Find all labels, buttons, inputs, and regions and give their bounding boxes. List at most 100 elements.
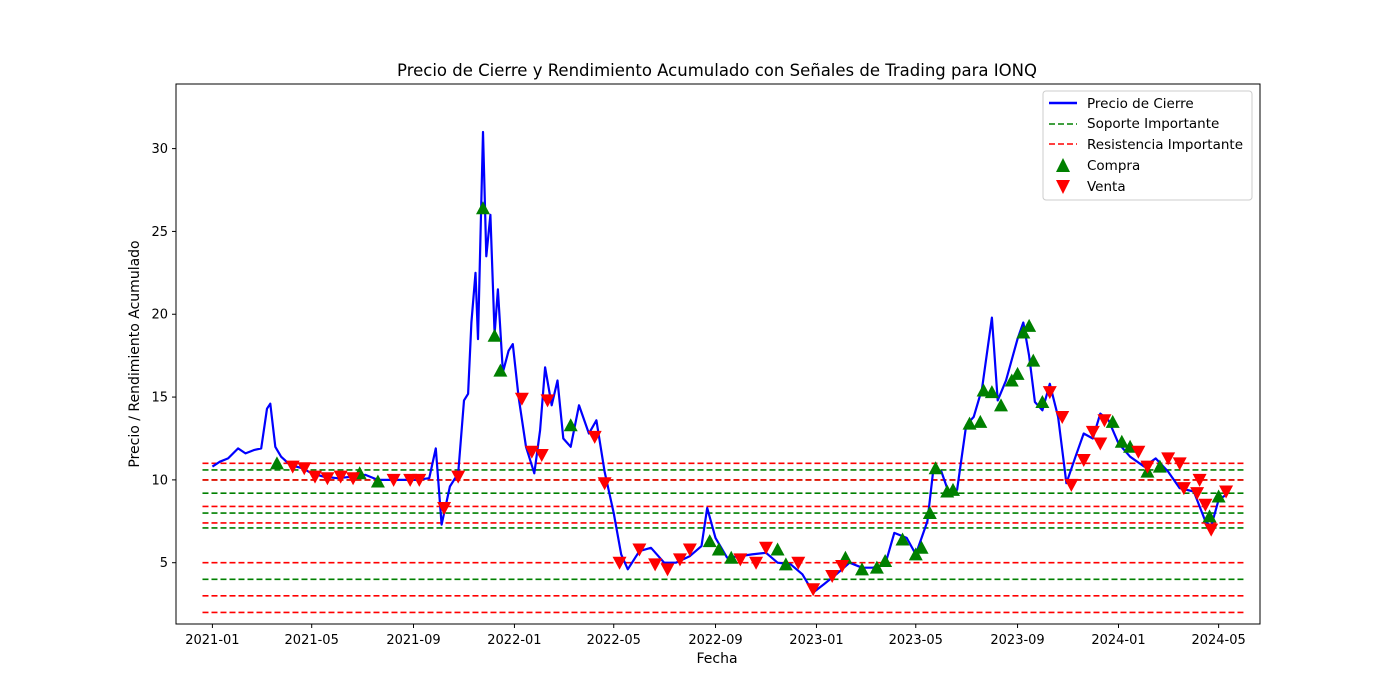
sell-marker [597, 477, 612, 491]
sell-marker [672, 553, 687, 567]
sell-marker [540, 394, 555, 408]
y-tick-label: 15 [151, 391, 168, 406]
sell-marker [1190, 487, 1205, 501]
sell-marker [1161, 452, 1176, 466]
sell-marker [660, 563, 675, 577]
sell-marker [308, 470, 323, 484]
legend-label-sell: Venta [1087, 179, 1126, 195]
y-tick-label: 10 [151, 473, 168, 488]
y-tick-label: 20 [151, 308, 168, 323]
buy-marker [724, 550, 739, 564]
sell-marker [632, 543, 647, 557]
buy-marker [914, 540, 929, 554]
sell-marker [1198, 498, 1213, 512]
sell-marker [1172, 457, 1187, 471]
buy-marker [269, 456, 284, 470]
sell-marker [1076, 454, 1091, 468]
buy-marker [878, 554, 893, 568]
plot-area-frame [175, 83, 1261, 625]
sell-marker [346, 472, 361, 486]
x-tick-label: 2024-05 [1191, 633, 1245, 648]
buy-marker [778, 557, 793, 571]
sell-marker [825, 569, 840, 583]
x-axis-label: Fecha [696, 651, 737, 667]
sell-marker [437, 502, 452, 516]
legend: Precio de Cierre Soporte Importante Resi… [1042, 90, 1253, 201]
sell-marker [648, 558, 663, 572]
sell-marker [1055, 410, 1070, 424]
buy-marker [895, 532, 910, 546]
buy-marker [770, 542, 785, 556]
buy-marker [702, 534, 717, 548]
buy-marker [922, 506, 937, 520]
sell-marker [1042, 386, 1057, 400]
sell-marker [1131, 445, 1146, 459]
sell-marker [451, 470, 466, 484]
buy-marker [908, 547, 923, 561]
sell-marker [320, 472, 335, 486]
buy-marker [984, 385, 999, 399]
legend-swatch-buy [1056, 158, 1070, 172]
buy-marker [1026, 353, 1041, 367]
buy-marker [1211, 489, 1226, 503]
x-tick-label: 2023-01 [789, 633, 843, 648]
legend-swatch-sell [1056, 180, 1070, 194]
x-tick-label: 2021-09 [386, 633, 440, 648]
sell-marker [524, 445, 539, 459]
buy-marker [976, 383, 991, 397]
y-tick-label: 25 [151, 225, 168, 240]
buy-marker [1035, 395, 1050, 409]
sell-marker [587, 430, 602, 444]
buy-marker [1114, 434, 1129, 448]
legend-frame [1042, 90, 1253, 201]
sell-marker [403, 473, 418, 487]
plot-layer [202, 130, 1244, 614]
sell-marker [682, 543, 697, 557]
sell-marker [1219, 485, 1234, 499]
buy-marker [563, 418, 578, 432]
buy-marker [487, 328, 502, 342]
sell-marker [791, 556, 806, 570]
buy-marker [1152, 459, 1167, 473]
x-tick-label: 2022-01 [487, 633, 541, 648]
buy-marker [993, 398, 1008, 412]
chart-title: Precio de Cierre y Rendimiento Acumulado… [397, 61, 1037, 80]
buy-marker [973, 414, 988, 428]
sell-marker [534, 449, 549, 463]
sell-marker [806, 583, 821, 597]
sell-marker [333, 470, 348, 484]
buy-marker [475, 201, 490, 215]
sell-marker [297, 462, 312, 476]
y-axis-label: Precio / Rendimiento Acumulado [127, 240, 143, 467]
sell-marker [1064, 478, 1079, 492]
sell-marker [835, 560, 850, 574]
legend-label-resistance: Resistencia Importante [1087, 137, 1243, 153]
buy-marker [1202, 509, 1217, 523]
buy-marker [962, 416, 977, 430]
sell-marker [412, 473, 427, 487]
buy-marker [928, 461, 943, 475]
sell-marker [1204, 523, 1219, 537]
legend-label-price: Precio de Cierre [1087, 96, 1194, 112]
x-tick-label: 2023-05 [889, 633, 943, 648]
sell-marker [733, 553, 748, 567]
buy-marker [854, 562, 869, 576]
x-tick-label: 2022-05 [587, 633, 641, 648]
y-tick-label: 5 [160, 556, 168, 571]
x-tick-label: 2023-09 [990, 633, 1044, 648]
buy-marker [1004, 373, 1019, 387]
sell-marker [285, 460, 300, 474]
buy-marker [711, 542, 726, 556]
legend-label-support: Soporte Importante [1087, 116, 1219, 132]
buy-marker [869, 560, 884, 574]
x-tick-label: 2024-01 [1091, 633, 1145, 648]
buy-marker [1016, 325, 1031, 339]
buy-marker [493, 363, 508, 377]
sell-marker [514, 392, 529, 406]
x-tick-label: 2022-09 [688, 633, 742, 648]
sell-marker [1192, 473, 1207, 487]
sell-marker [1085, 425, 1100, 439]
buy-marker [1022, 318, 1037, 332]
sell-marker [1176, 482, 1191, 496]
